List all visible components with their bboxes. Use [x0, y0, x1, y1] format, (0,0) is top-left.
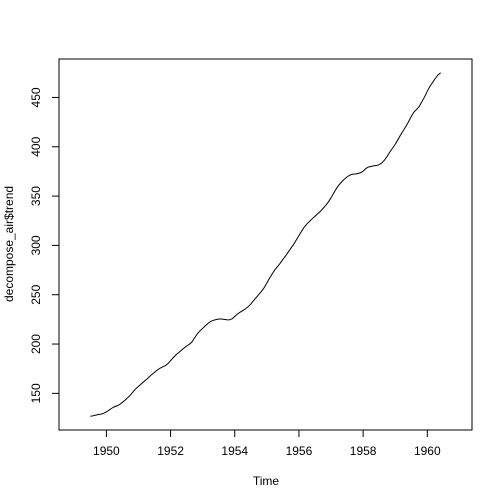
x-tick-label: 1960 [414, 444, 441, 458]
x-axis-title: Time [253, 474, 280, 488]
x-tick-label: 1950 [93, 444, 120, 458]
x-tick-label: 1954 [221, 444, 248, 458]
y-tick-label: 400 [29, 136, 43, 156]
y-tick-label: 200 [29, 334, 43, 354]
x-tick-label: 1958 [350, 444, 377, 458]
y-tick-label: 150 [29, 383, 43, 403]
y-axis-title: decompose_air$trend [2, 186, 16, 302]
y-tick-label: 250 [29, 284, 43, 304]
plot-frame [58, 58, 473, 431]
y-tick-label: 300 [29, 235, 43, 255]
y-tick-label: 450 [29, 87, 43, 107]
x-tick-label: 1952 [157, 444, 184, 458]
y-tick-label: 350 [29, 186, 43, 206]
x-tick-label: 1956 [286, 444, 313, 458]
trend-line [90, 72, 441, 417]
